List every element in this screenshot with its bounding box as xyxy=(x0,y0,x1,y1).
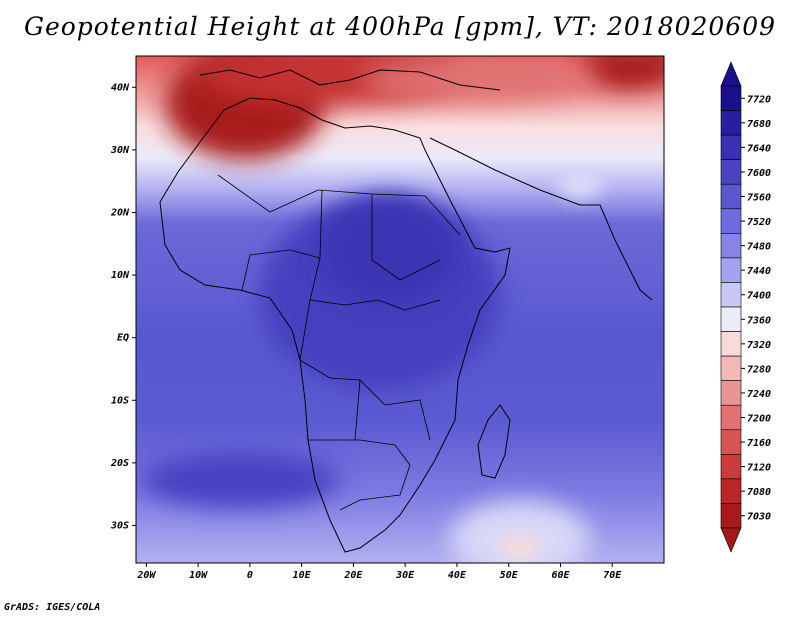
colorbar-swatch xyxy=(720,282,742,308)
lon-tick-label: 0 xyxy=(247,570,253,581)
colorbar-label: 7680 xyxy=(747,119,771,130)
colorbar-label: 7440 xyxy=(747,266,771,277)
colorbar-swatch xyxy=(720,183,742,210)
country-borders xyxy=(217,174,461,511)
colorbar-label: 7400 xyxy=(747,291,771,302)
colorbar-swatch xyxy=(720,355,742,381)
colorbar-label: 7160 xyxy=(747,438,771,449)
lat-tick-label: 20N xyxy=(110,207,130,218)
colorbar-swatch xyxy=(720,233,742,259)
colorbar-label: 7520 xyxy=(747,217,771,228)
lon-tick-label: 60E xyxy=(551,570,570,581)
colorbar-label: 7080 xyxy=(747,487,771,498)
colorbar-swatch xyxy=(720,208,742,234)
colorbar-swatch xyxy=(720,306,742,332)
map-frame xyxy=(135,55,665,564)
colorbar-swatch xyxy=(720,159,742,185)
colorbar-max-arrow xyxy=(720,61,742,87)
colorbar: 7720 7680 7640 7600 7560 7520 7480 7440 7400 7360… xyxy=(720,61,771,553)
colorbar-swatch xyxy=(720,454,742,480)
lon-tick-label: 50E xyxy=(500,570,519,581)
colorbar-label: 7640 xyxy=(747,143,771,154)
colorbar-label: 7280 xyxy=(747,364,771,375)
colorbar-swatch xyxy=(720,85,742,111)
colorbar-label: 7560 xyxy=(747,193,771,204)
lon-tick-label: 70E xyxy=(603,570,622,581)
colorbar-swatch xyxy=(720,503,742,529)
colorbar-swatch xyxy=(720,429,742,455)
lat-tick-label: 10S xyxy=(111,395,129,406)
colorbar-label: 7720 xyxy=(747,94,771,105)
colorbar-swatch xyxy=(720,110,742,136)
colorbar-label: 7360 xyxy=(747,315,771,326)
colorbar-label: 7320 xyxy=(747,340,771,351)
colorbar-label: 7200 xyxy=(747,414,771,425)
colorbar-swatch xyxy=(720,404,742,431)
colorbar-min-arrow xyxy=(720,527,742,553)
lon-tick-label: 10W xyxy=(189,570,208,581)
grads-credit: GrADS: IGES/COLA xyxy=(4,602,101,613)
colorbar-swatch xyxy=(720,380,742,406)
lat-tick-label: 30N xyxy=(110,145,130,156)
axis-ticks xyxy=(132,86,613,567)
axis-tick-labels: 40N 30N 20N 10N EQ 10S 20S 30S 20W 10W 0 10E 20E 30E 4… xyxy=(110,82,622,581)
lon-tick-label: 20W xyxy=(136,570,156,581)
lat-tick-label: 20S xyxy=(110,458,129,469)
colorbar-swatch xyxy=(720,257,742,283)
coastlines xyxy=(159,69,653,553)
lon-tick-label: 20E xyxy=(343,570,363,581)
colorbar-swatch xyxy=(720,478,742,504)
lat-tick-label: EQ xyxy=(117,333,129,344)
lon-tick-label: 10E xyxy=(293,570,312,581)
colorbar-label: 7030 xyxy=(747,512,771,523)
lat-tick-label: 30S xyxy=(110,520,129,531)
colorbar-label: 7600 xyxy=(747,168,771,179)
lon-tick-label: 40E xyxy=(448,570,467,581)
colorbar-label: 7240 xyxy=(747,389,771,400)
colorbar-label: 7480 xyxy=(747,242,771,253)
chart-title: Geopotential Height at 400hPa [gpm], VT:… xyxy=(23,12,777,41)
map-field xyxy=(136,56,664,563)
lat-tick-label: 40N xyxy=(111,82,130,93)
colorbar-swatch xyxy=(720,331,742,357)
colorbar-swatch xyxy=(720,134,742,160)
colorbar-label: 7120 xyxy=(747,463,771,474)
lon-tick-label: 30E xyxy=(395,570,415,581)
lat-tick-label: 10N xyxy=(111,270,130,281)
